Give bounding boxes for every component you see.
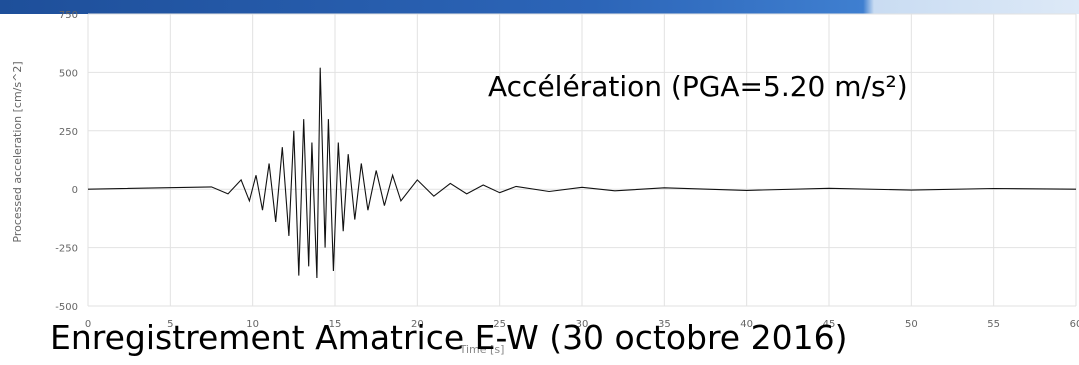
x-tick-label: 60	[1070, 319, 1079, 330]
x-tick-label: 55	[987, 319, 1000, 330]
x-tick-label: 25	[493, 319, 506, 330]
x-tick-label: 40	[740, 319, 753, 330]
y-tick-label: -250	[55, 244, 78, 255]
y-tick-label: 250	[59, 127, 78, 138]
header-band	[0, 0, 1079, 14]
x-tick-label: 0	[85, 319, 91, 330]
y-tick-label: -500	[55, 302, 78, 313]
recording-title: Enregistrement Amatrice E-W (30 octobre …	[50, 318, 848, 357]
x-tick-label: 15	[329, 319, 342, 330]
x-tick-label: 50	[905, 319, 918, 330]
y-axis-label: Processed acceleration [cm/s^2]	[11, 61, 24, 242]
x-axis-ticks: 0 5 10 15 20 25 30 35 40 45 50 55 60	[85, 319, 1079, 330]
x-tick-label: 35	[658, 319, 671, 330]
acceleration-series	[87, 67, 1077, 279]
x-tick-label: 45	[823, 319, 836, 330]
x-tick-label: 10	[246, 319, 259, 330]
pga-annotation: Accélération (PGA=5.20 m/s²)	[488, 70, 908, 103]
x-tick-label: 20	[411, 319, 424, 330]
x-tick-label: 30	[576, 319, 589, 330]
y-axis-ticks: -500 -250 0 250 500 750	[55, 10, 78, 313]
y-tick-label: 0	[72, 185, 78, 196]
y-tick-label: 500	[59, 68, 78, 79]
y-tick-label: 750	[59, 10, 78, 21]
grid	[87, 13, 1077, 307]
x-tick-label: 5	[167, 319, 173, 330]
x-axis-label: Time [s]	[459, 343, 505, 356]
